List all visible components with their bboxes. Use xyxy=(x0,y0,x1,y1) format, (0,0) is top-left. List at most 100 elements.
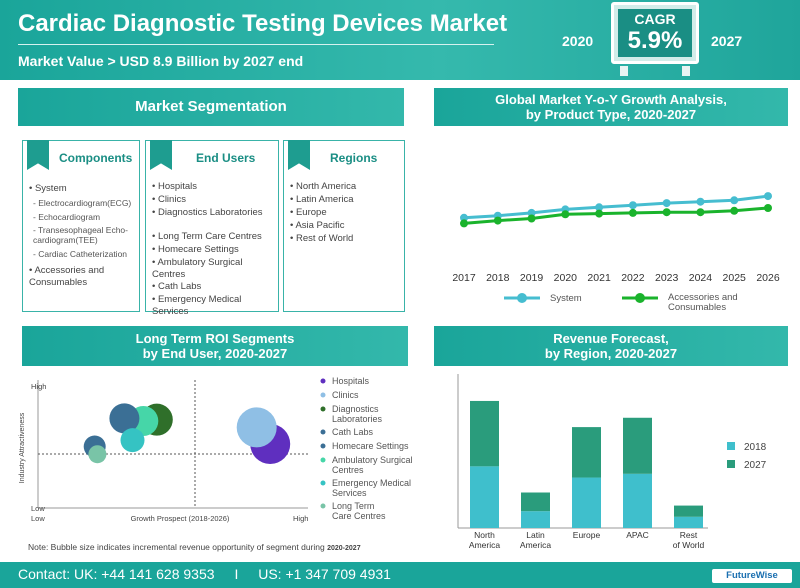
monitor-foot-right xyxy=(682,66,690,76)
roi-legend-label: Clinics xyxy=(332,390,359,400)
roi-legend-label: Diagnostics Laboratories xyxy=(332,404,383,424)
component-accessories: Accessories and Consumables xyxy=(29,265,105,288)
components-panel: Components • System - Electrocardiogram(… xyxy=(22,140,140,312)
contact-separator: I xyxy=(234,566,239,582)
roi-legend-label: Ambulatory Surgical Centres xyxy=(332,455,413,475)
segmentation-banner: Market Segmentation xyxy=(18,88,404,126)
growth-title-line1: Global Market Y-o-Y Growth Analysis, xyxy=(495,92,727,107)
revenue-title-line1: Revenue Forecast, xyxy=(553,331,669,346)
roi-x-low: Low xyxy=(31,514,45,523)
roi-legend-marker xyxy=(320,503,326,509)
page-subtitle: Market Value > USD 8.9 Billion by 2027 e… xyxy=(18,53,304,69)
end-user-item: • Diagnostics Laboratories xyxy=(152,207,263,218)
end-user-item: • Clinics xyxy=(152,194,186,205)
contact-info: Contact: UK: +44 141 628 9353 I US: +1 3… xyxy=(18,566,391,582)
growth-point xyxy=(764,192,772,201)
region-item: • Latin America xyxy=(290,194,354,205)
growth-point xyxy=(561,210,570,219)
growth-x-tick: 2021 xyxy=(587,272,611,284)
growth-point xyxy=(460,219,468,228)
growth-series-line xyxy=(463,194,769,220)
roi-banner: Long Term ROI Segments by End User, 2020… xyxy=(22,326,408,366)
roi-note: Note: Bubble size indicates incremental … xyxy=(28,542,361,552)
end-users-title: End Users xyxy=(196,151,256,165)
rev-x-tick: North America xyxy=(469,530,500,550)
component-sub-label: Transesophageal Echo-cardiogram(TEE) xyxy=(33,225,128,245)
end-users-panel: End Users • Hospitals • Clinics • Diagnost… xyxy=(145,140,279,317)
growth-banner: Global Market Y-o-Y Growth Analysis, by … xyxy=(434,88,788,126)
region-item: • Asia Pacific xyxy=(290,220,345,231)
growth-x-tick: 2017 xyxy=(452,272,476,284)
roi-bubble xyxy=(120,428,145,453)
roi-legend-marker xyxy=(320,443,326,449)
growth-x-tick: 2023 xyxy=(655,272,679,284)
monitor-foot-left xyxy=(620,66,628,76)
roi-bubble xyxy=(88,445,107,464)
growth-point xyxy=(696,197,705,206)
growth-x-tick: 2025 xyxy=(723,272,747,284)
component-sub-item: - Echocardiogram xyxy=(33,212,101,222)
regions-panel: Regions • North America • Latin America • … xyxy=(283,140,405,312)
cagr-end-year: 2027 xyxy=(711,33,743,49)
rev-bar-segment xyxy=(674,505,703,517)
revenue-banner: Revenue Forecast, by Region, 2020-2027 xyxy=(434,326,788,366)
components-tab-icon xyxy=(27,140,49,170)
roi-title-line1: Long Term ROI Segments xyxy=(135,331,295,346)
growth-point xyxy=(595,203,604,212)
rev-bar-segment xyxy=(623,417,652,474)
end-user-item: • Ambulatory Surgical Centres xyxy=(152,257,243,280)
region-item: • Rest of World xyxy=(290,233,354,244)
roi-y-label: Industry Attractiveness xyxy=(19,412,26,483)
growth-x-tick: 2019 xyxy=(520,272,544,284)
growth-legend-label: Accessories and Consumables xyxy=(668,292,738,313)
growth-x-tick: 2018 xyxy=(486,272,510,284)
rev-legend-swatch xyxy=(727,442,735,450)
end-user-item: • Long Term Care Centres xyxy=(152,231,262,242)
cagr-start-year: 2020 xyxy=(562,33,594,49)
rev-x-tick: APAC xyxy=(626,530,649,540)
rev-legend-label: 2018 xyxy=(744,442,767,453)
components-title: Components xyxy=(59,151,133,165)
component-sub-label: Echocardiogram xyxy=(38,212,101,222)
rev-x-tick: Latin America xyxy=(520,530,551,550)
roi-legend-marker xyxy=(320,429,326,435)
growth-point xyxy=(730,196,739,205)
roi-y-high: High xyxy=(31,382,46,391)
rev-bar-segment xyxy=(572,427,601,478)
regions-title: Regions xyxy=(330,151,378,165)
end-user-item: • Homecare Settings xyxy=(152,244,239,255)
growth-line-chart: 2017 2018 2019 2020 2021 2022 2023 2024 2025 2026… xyxy=(452,192,780,313)
footer-bar xyxy=(0,562,800,588)
growth-legend-marker xyxy=(517,293,527,303)
roi-legend-label: Homecare Settings xyxy=(332,441,409,451)
component-item: • Accessories and Consumables xyxy=(29,265,105,288)
rev-bar-segment xyxy=(521,511,550,528)
roi-legend-label: Hospitals xyxy=(332,376,370,386)
growth-point xyxy=(730,206,739,215)
component-sub-item: - Cardiac Catheterization xyxy=(33,249,128,259)
revenue-title-line2: by Region, 2020-2027 xyxy=(544,346,678,361)
growth-x-tick: 2024 xyxy=(689,272,713,284)
cagr-screen: CAGR 5.9% xyxy=(618,9,692,57)
growth-point xyxy=(764,204,772,212)
contact-us: US: +1 347 709 4931 xyxy=(258,566,391,582)
growth-point xyxy=(460,213,468,222)
growth-point xyxy=(662,199,671,208)
growth-legend-label: System xyxy=(550,293,582,304)
rev-bar-segment xyxy=(572,477,601,528)
component-sub-label: Cardiac Catheterization xyxy=(38,249,128,259)
rev-legend-swatch xyxy=(727,460,735,468)
growth-point xyxy=(696,208,705,217)
growth-x-tick: 2026 xyxy=(756,272,780,284)
rev-bar-segment xyxy=(521,492,550,512)
revenue-bar-chart: North America Latin America Europe APAC Rest of… xyxy=(457,374,767,550)
growth-point xyxy=(628,208,637,217)
monitor-icon: CAGR 5.9% xyxy=(611,2,699,64)
growth-title-line2: by Product Type, 2020-2027 xyxy=(525,107,697,122)
roi-x-high: High xyxy=(293,514,308,523)
regions-tab-icon xyxy=(288,140,310,170)
rev-x-tick: Europe xyxy=(573,530,601,540)
rev-bar-segment xyxy=(470,400,499,467)
component-item: • System xyxy=(29,183,67,194)
